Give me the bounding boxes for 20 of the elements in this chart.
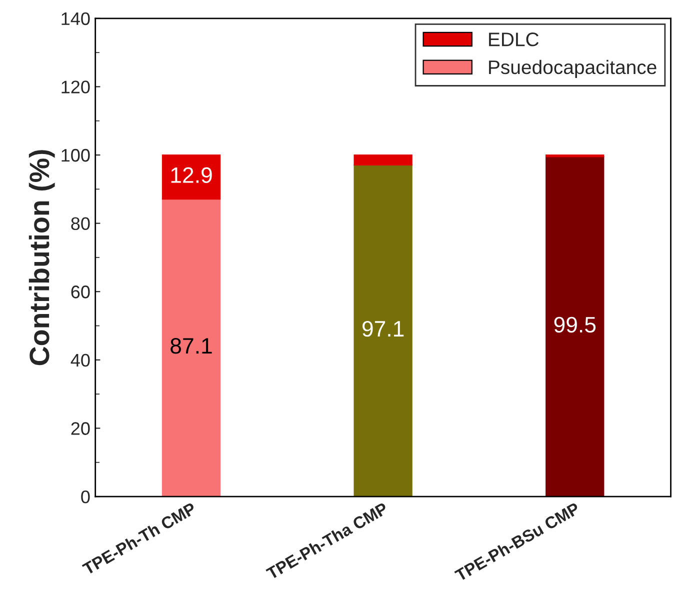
legend-label: Psuedocapacitance bbox=[489, 60, 656, 78]
bar bbox=[162, 198, 221, 497]
y-tick-label: 100 bbox=[62, 148, 90, 162]
bar bbox=[162, 154, 221, 200]
data-label: 12.9 bbox=[171, 167, 212, 183]
bar bbox=[546, 156, 604, 497]
y-tick-label: 60 bbox=[71, 286, 90, 298]
y-tick-label: 0 bbox=[81, 490, 90, 504]
data-label: 99.5 bbox=[554, 316, 596, 333]
y-tick-label: 140 bbox=[62, 12, 90, 26]
y-tick-label: 40 bbox=[70, 354, 90, 367]
data-label: 97.1 bbox=[362, 320, 404, 337]
bar bbox=[354, 154, 412, 166]
data-label: 87.1 bbox=[170, 338, 212, 354]
y-tick-label: 120 bbox=[62, 80, 90, 94]
bar bbox=[354, 164, 412, 497]
y-axis-title: Contribution (%) bbox=[28, 150, 55, 366]
legend-label: EDLC bbox=[489, 32, 539, 46]
y-tick-label: 20 bbox=[71, 422, 90, 435]
y-tick-label: 80 bbox=[71, 217, 90, 230]
